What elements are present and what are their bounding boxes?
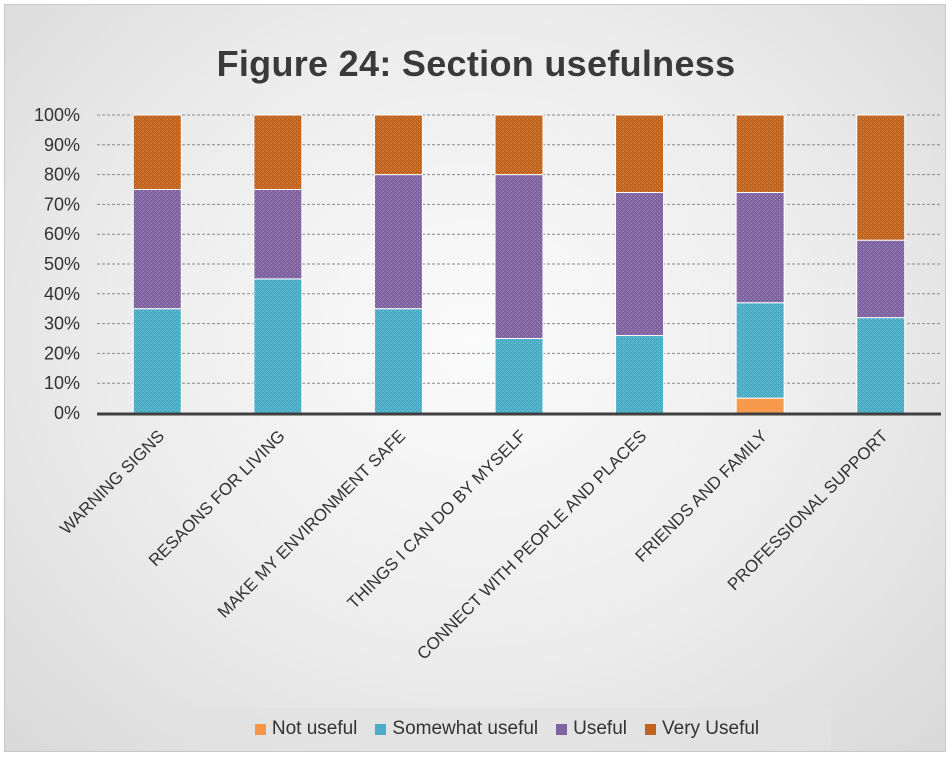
- legend: Not useful Somewhat useful Useful Very Usef…: [183, 708, 831, 750]
- bar-texture: [856, 115, 905, 241]
- legend-item: Useful: [556, 718, 627, 740]
- bar-texture: [374, 174, 423, 309]
- bar-texture: [495, 174, 543, 339]
- bar-texture: [615, 335, 664, 413]
- bar-texture: [253, 189, 302, 279]
- y-tick-label: 70%: [44, 194, 80, 214]
- bar-texture: [133, 115, 182, 190]
- bar-texture: [856, 317, 905, 413]
- bar-texture: [736, 115, 785, 193]
- bar-texture: [615, 192, 664, 336]
- y-axis-ticks: 0% 10% 20% 30% 40% 50% 60% 70% 80% 90% 100%: [34, 105, 80, 423]
- legend-item: Very Useful: [645, 718, 759, 740]
- x-tick-label: MAKE MY ENVIRONMENT SAFE: [214, 426, 409, 621]
- chart-title: Figure 24: Section usefulness: [216, 43, 736, 84]
- bar-texture: [253, 115, 302, 190]
- y-tick-label: 0%: [54, 403, 80, 423]
- y-tick-label: 10%: [44, 373, 80, 393]
- legend-swatch: [254, 723, 266, 735]
- legend-label: Somewhat useful: [392, 718, 539, 739]
- y-tick-label: 90%: [44, 135, 80, 155]
- chart-plot: 0% 10% 20% 30% 40% 50% 60% 70% 80% 90% 100% WARNIN…: [34, 105, 941, 663]
- bar-texture: [736, 398, 785, 413]
- legend-label: Useful: [573, 718, 627, 739]
- y-tick-label: 30%: [44, 314, 80, 334]
- bar-texture: [736, 192, 785, 303]
- bar-texture: [133, 308, 182, 413]
- x-tick-label: RESAONS FOR LIVING: [145, 426, 289, 570]
- bar-texture: [133, 189, 182, 309]
- y-tick-label: 60%: [44, 224, 80, 244]
- bar-texture: [856, 240, 905, 318]
- legend-label: Not useful: [271, 718, 358, 739]
- bar-texture: [495, 115, 543, 175]
- y-tick-label: 50%: [44, 254, 80, 274]
- legend-swatch: [375, 723, 387, 735]
- bar-texture: [253, 278, 302, 413]
- legend-swatch: [556, 723, 568, 735]
- legend-label: Very Useful: [662, 718, 760, 739]
- bar-texture: [374, 115, 423, 175]
- bar-texture: [615, 115, 664, 193]
- legend-item: Not useful: [254, 718, 358, 740]
- legend-swatch: [645, 723, 656, 735]
- x-tick-label: CONNECT WITH PEOPLE AND PLACES: [413, 426, 650, 663]
- bar-texture: [374, 308, 423, 413]
- y-tick-label: 80%: [44, 165, 80, 185]
- y-tick-label: 20%: [44, 343, 80, 363]
- y-tick-label: 40%: [44, 284, 80, 304]
- bars: [132, 114, 906, 414]
- bar-texture: [736, 302, 785, 399]
- chart-area: Figure 24: Section usefulness 0% 10% 20% 30…: [4, 4, 946, 752]
- y-tick-label: 100%: [34, 105, 80, 125]
- bar-texture: [495, 338, 543, 413]
- x-tick-label: FRIENDS AND FAMILY: [632, 426, 771, 565]
- legend-item: Somewhat useful: [375, 718, 538, 740]
- x-tick-label: WARNING SIGNS: [56, 426, 168, 538]
